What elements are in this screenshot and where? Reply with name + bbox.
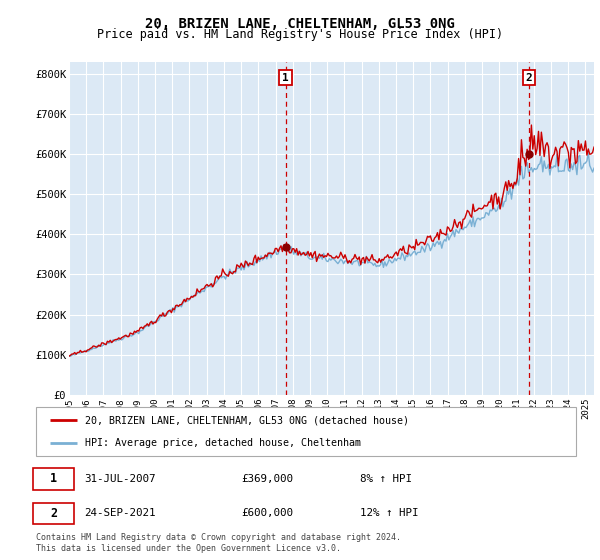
Text: 31-JUL-2007: 31-JUL-2007	[85, 474, 156, 484]
Text: Price paid vs. HM Land Registry's House Price Index (HPI): Price paid vs. HM Land Registry's House …	[97, 28, 503, 41]
FancyBboxPatch shape	[34, 468, 74, 489]
FancyBboxPatch shape	[34, 503, 74, 524]
Text: HPI: Average price, detached house, Cheltenham: HPI: Average price, detached house, Chel…	[85, 438, 361, 448]
Text: 20, BRIZEN LANE, CHELTENHAM, GL53 0NG: 20, BRIZEN LANE, CHELTENHAM, GL53 0NG	[145, 17, 455, 31]
Text: Contains HM Land Registry data © Crown copyright and database right 2024.
This d: Contains HM Land Registry data © Crown c…	[36, 533, 401, 553]
Text: 2: 2	[526, 73, 532, 83]
Text: 12% ↑ HPI: 12% ↑ HPI	[360, 508, 419, 519]
Text: £600,000: £600,000	[241, 508, 293, 519]
Text: 1: 1	[282, 73, 289, 83]
Text: 1: 1	[50, 473, 57, 486]
FancyBboxPatch shape	[36, 407, 576, 456]
Text: 8% ↑ HPI: 8% ↑ HPI	[360, 474, 412, 484]
Text: 24-SEP-2021: 24-SEP-2021	[85, 508, 156, 519]
Text: 2: 2	[50, 507, 57, 520]
Text: £369,000: £369,000	[241, 474, 293, 484]
Point	[281, 242, 290, 251]
Text: 20, BRIZEN LANE, CHELTENHAM, GL53 0NG (detached house): 20, BRIZEN LANE, CHELTENHAM, GL53 0NG (d…	[85, 416, 409, 426]
Point	[524, 150, 534, 158]
